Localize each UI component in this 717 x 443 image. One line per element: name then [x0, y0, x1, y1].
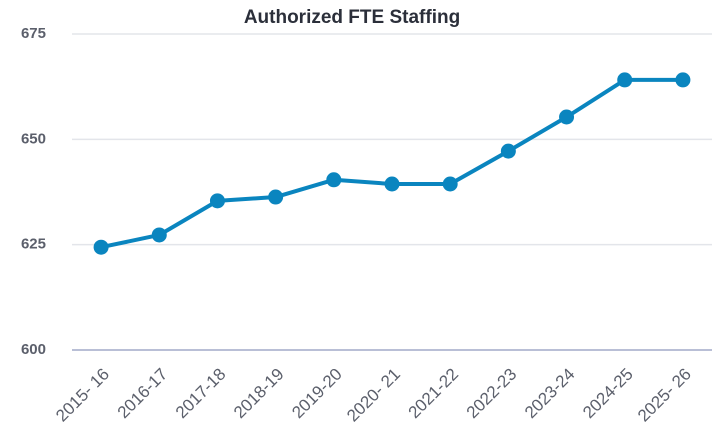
x-tick-label: 2021-22	[405, 365, 463, 423]
chart-title: Authorized FTE Staffing	[244, 7, 460, 28]
point	[384, 176, 400, 192]
line	[100, 77, 683, 250]
x-tick-label: 2015- 16	[52, 365, 113, 426]
y-tick-label: 625	[21, 236, 46, 253]
point	[500, 143, 516, 159]
point	[209, 193, 225, 209]
point	[675, 72, 691, 88]
point	[442, 176, 458, 192]
x-tick-label: 2023-24	[521, 365, 579, 423]
x-tick-label: 2019-20	[288, 365, 346, 423]
x-tick-label: 2022-23	[463, 365, 521, 423]
point	[617, 72, 633, 88]
y-tick-label: 650	[21, 130, 46, 147]
x-tick-label: 2025- 26	[634, 365, 695, 426]
x-tick-label: 2017-18	[172, 365, 230, 423]
point	[151, 227, 167, 243]
x-tick-label: 2020- 21	[343, 365, 404, 426]
point	[93, 239, 109, 255]
point	[326, 172, 342, 188]
point	[559, 109, 575, 125]
y-tick-label: 675	[21, 25, 46, 42]
point	[268, 189, 284, 205]
y-tick-label: 600	[21, 341, 46, 358]
x-tick-label: 2024-25	[579, 365, 637, 423]
x-tick-label: 2018-19	[230, 365, 288, 423]
x-tick-label: 2016-17	[114, 365, 172, 423]
